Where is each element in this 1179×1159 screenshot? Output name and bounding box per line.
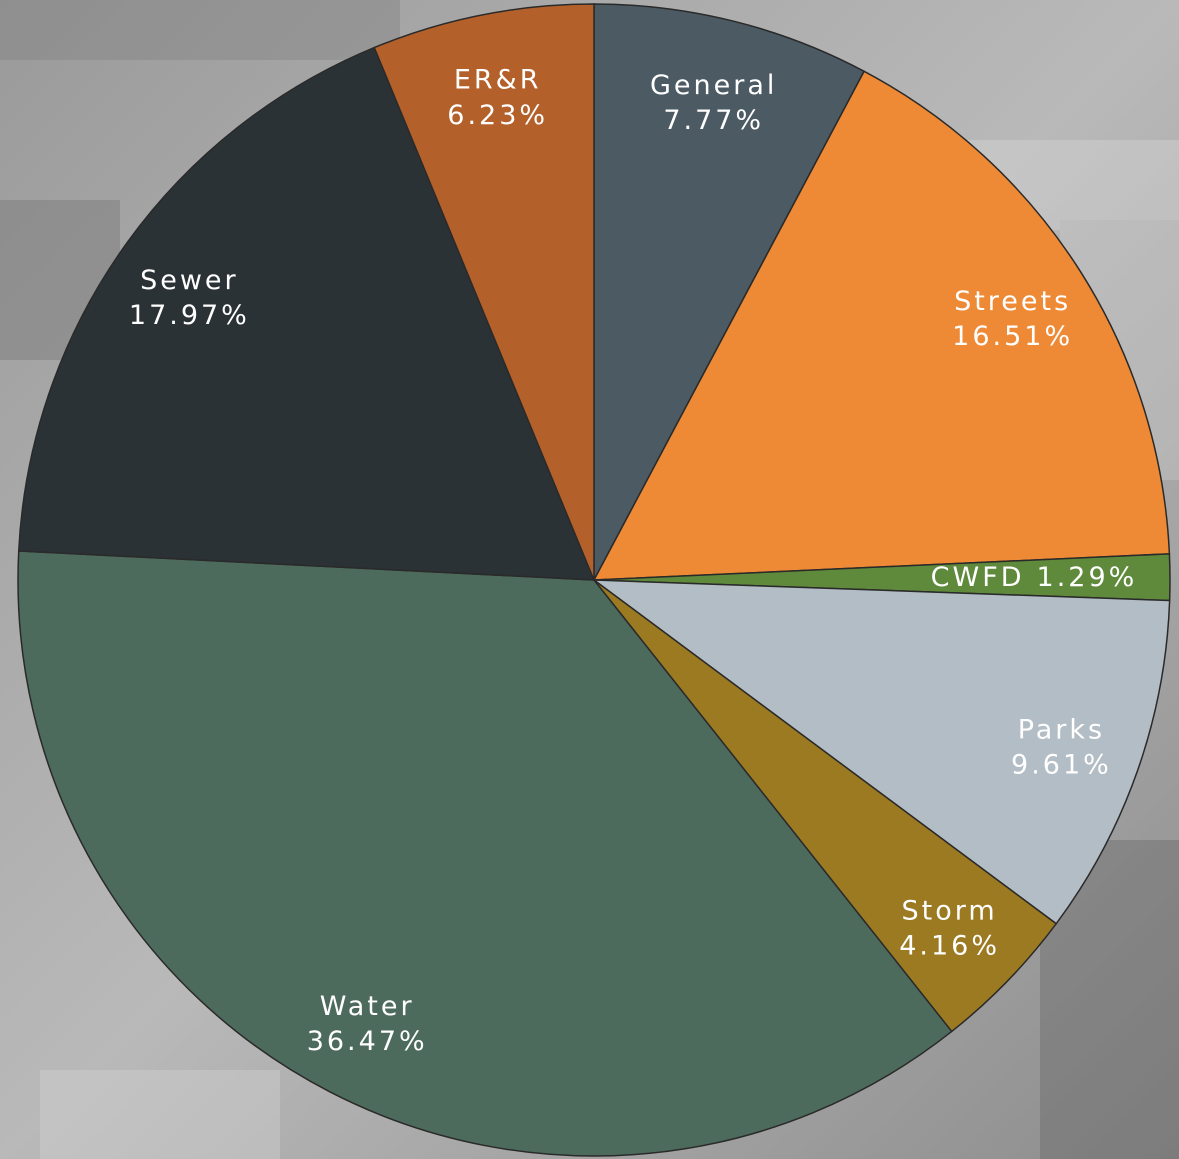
slice-label: Water 36.47% (307, 991, 428, 1057)
slice-name: Water (320, 991, 415, 1022)
pie-slice (591, 579, 1171, 925)
slice-label: Parks 9.61% (1011, 715, 1112, 781)
slice-value: 1.29% (1037, 561, 1138, 592)
pie-slice (17, 46, 596, 581)
slice-name: Streets (954, 286, 1071, 317)
pie-slice (593, 3, 866, 581)
slice-label: Streets 16.51% (952, 286, 1073, 352)
slice-label: Storm 4.16% (899, 895, 1000, 961)
slice-name: Parks (1018, 715, 1105, 746)
slice-name: Storm (902, 895, 998, 926)
pie-slice (592, 70, 1171, 581)
slice-label: Sewer 17.97% (129, 265, 250, 331)
pie: General 7.77% Streets 16.51% CWFD 1.29% Parks 9… (17, 3, 1171, 1157)
slice-value: 7.77% (663, 105, 764, 136)
slice-value: 36.47% (307, 1026, 428, 1057)
slice-label: CWFD 1.29% (931, 561, 1138, 592)
slice-name: ER&R (454, 65, 542, 96)
slice-name: CWFD (931, 561, 1025, 592)
slice-value: 4.16% (899, 931, 1000, 962)
pie-slice (17, 550, 953, 1157)
slice-value: 9.61% (1011, 750, 1112, 781)
slice-name: Sewer (140, 265, 239, 296)
slice-value: 17.97% (129, 300, 250, 331)
slice-value: 6.23% (447, 100, 548, 131)
slice-name: General (650, 70, 777, 101)
slice-value: 16.51% (952, 321, 1073, 352)
slice-label: General 7.77% (650, 70, 777, 136)
slice-label: ER&R 6.23% (447, 65, 548, 131)
pie-slice (373, 3, 595, 581)
